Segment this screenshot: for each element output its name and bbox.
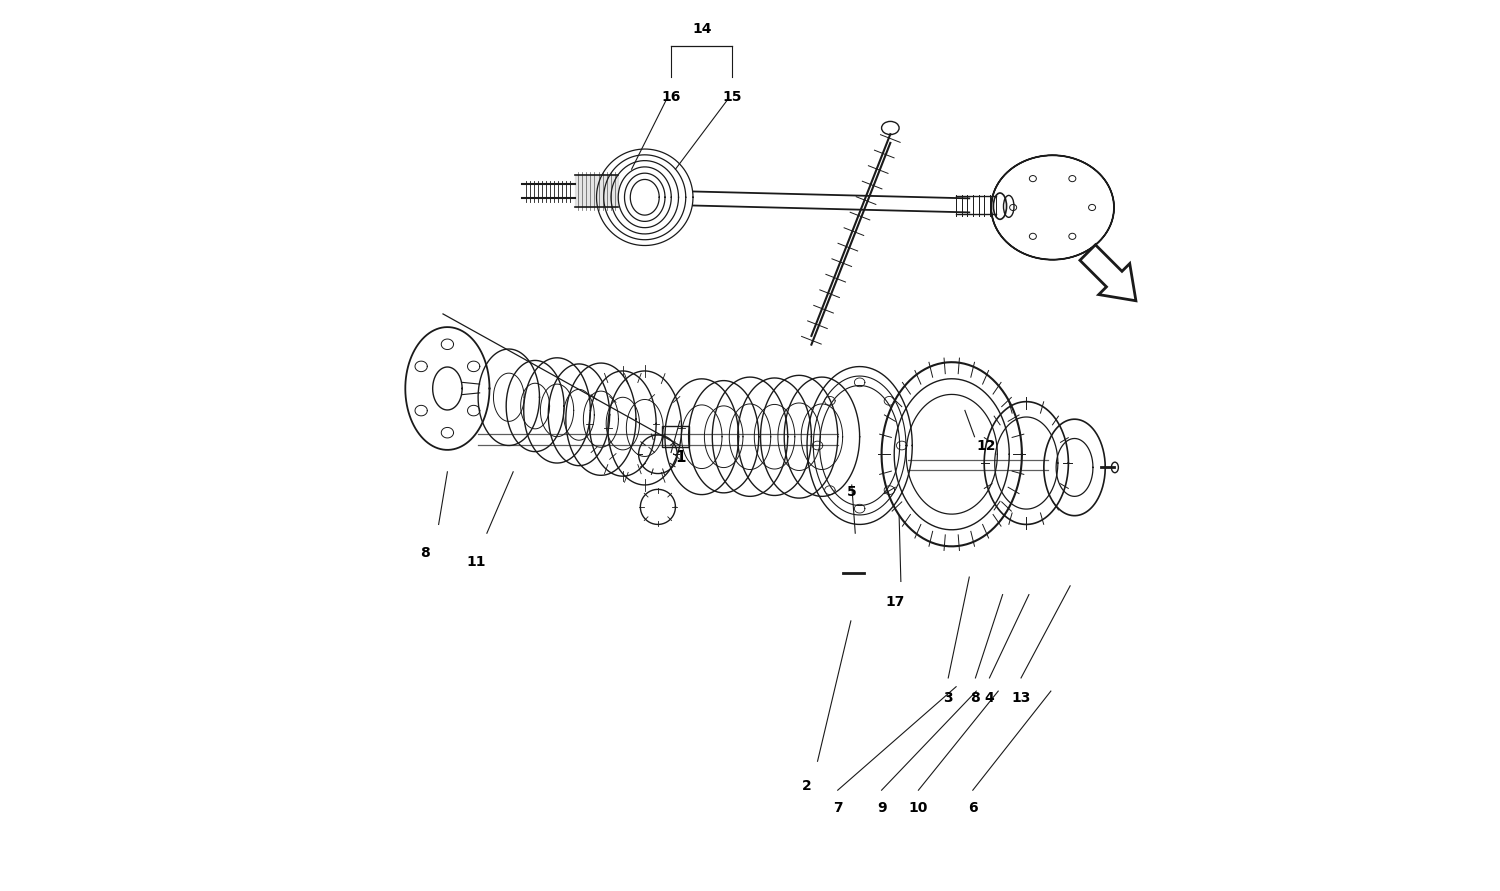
Text: 5: 5 — [847, 485, 856, 499]
Text: 2: 2 — [802, 779, 812, 793]
Bar — [663, 426, 688, 447]
Text: 3: 3 — [944, 691, 952, 705]
Text: 9: 9 — [878, 801, 886, 814]
Text: 11: 11 — [466, 555, 486, 569]
FancyArrow shape — [1080, 245, 1136, 301]
Text: 1: 1 — [675, 450, 686, 465]
Text: 8: 8 — [970, 691, 981, 705]
Text: 10: 10 — [909, 801, 928, 814]
Text: 15: 15 — [723, 90, 742, 104]
Text: 6: 6 — [968, 801, 978, 814]
Text: 13: 13 — [1011, 691, 1031, 705]
Text: 14: 14 — [692, 22, 711, 36]
Text: 12: 12 — [976, 438, 996, 453]
Text: 17: 17 — [885, 594, 904, 609]
Text: 8: 8 — [420, 546, 430, 560]
Text: 4: 4 — [984, 691, 994, 705]
Text: 16: 16 — [662, 90, 681, 104]
Text: 7: 7 — [833, 801, 843, 814]
